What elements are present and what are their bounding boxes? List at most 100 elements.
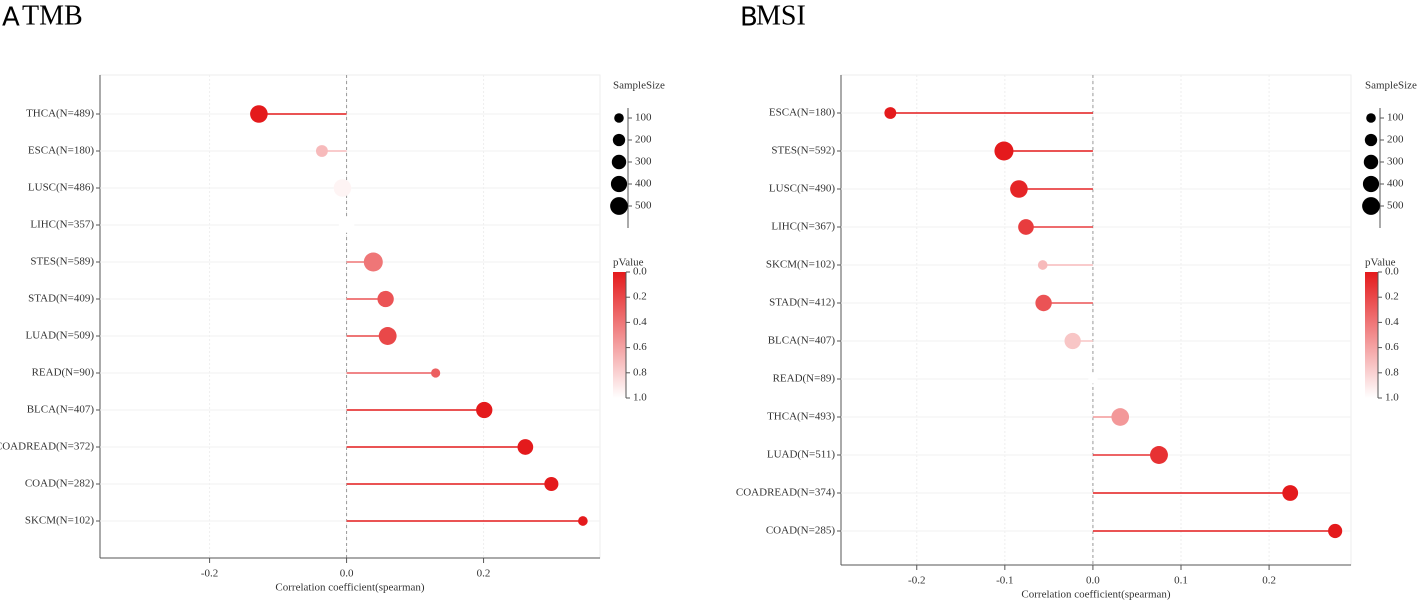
size-legend-dot	[614, 113, 624, 123]
size-legend-dot	[1363, 154, 1379, 170]
color-legend-label: 0.6	[1385, 341, 1399, 353]
color-legend-title: pValue	[1365, 257, 1396, 269]
lollipop-dot	[994, 141, 1014, 161]
color-legend-label: 0.2	[633, 291, 647, 303]
color-legend-label: 0.0	[633, 266, 647, 278]
y-tick-label: LUSC(N=486)	[28, 182, 94, 194]
color-legend-label: 1.0	[633, 392, 647, 404]
y-tick-label: LUAD(N=511)	[767, 449, 835, 461]
size-legend-label: 500	[1387, 200, 1404, 212]
size-legend-label: 500	[635, 200, 652, 212]
lollipop-dot	[363, 252, 383, 272]
lollipop-dot	[377, 290, 394, 308]
y-tick-label: STAD(N=409)	[28, 293, 94, 305]
x-tick-label: -0.2	[201, 568, 218, 580]
lollipop-dot	[544, 476, 559, 492]
panel-letter: B	[740, 3, 758, 33]
lollipop-dot	[884, 107, 897, 119]
y-tick-label: STES(N=589)	[30, 256, 94, 268]
y-tick-label: STAD(N=412)	[769, 297, 835, 309]
y-tick-label: BLCA(N=407)	[27, 404, 95, 416]
size-legend-label: 400	[635, 178, 652, 190]
size-legend-dot	[611, 154, 627, 170]
color-legend-label: 0.2	[1385, 291, 1399, 303]
panel-letter: A	[2, 3, 20, 33]
y-tick-label: ESCA(N=180)	[28, 145, 94, 157]
color-legend-label: 0.0	[1385, 266, 1399, 278]
lollipop-dot	[378, 327, 397, 345]
color-legend-label: 0.6	[633, 341, 647, 353]
y-tick-label: BLCA(N=407)	[768, 335, 836, 347]
lollipop-dot	[476, 401, 493, 419]
lollipop-dot	[1010, 180, 1028, 198]
lollipop-dot	[430, 368, 441, 378]
lollipop-dot	[517, 439, 534, 455]
size-legend-label: 100	[635, 112, 652, 124]
color-legend-label: 1.0	[1385, 392, 1399, 404]
y-tick-label: STES(N=592)	[771, 145, 835, 157]
lollipop-dot	[1037, 260, 1048, 270]
lollipop-dot	[1064, 332, 1081, 350]
x-tick-label: -0.2	[908, 575, 925, 587]
chart-title: MSI	[756, 0, 806, 31]
x-axis-label: Correlation coefficient(spearman)	[275, 582, 424, 594]
size-legend-dot	[610, 175, 628, 193]
chart-title: TMB	[22, 0, 83, 31]
y-tick-label: COADREAD(N=374)	[736, 487, 835, 499]
color-legend-label: 0.8	[1385, 366, 1399, 378]
y-tick-label: COADREAD(N=372)	[0, 441, 94, 453]
lollipop-dot	[250, 105, 268, 123]
x-tick-label: 0.1	[1174, 575, 1188, 587]
size-legend-label: 200	[1387, 134, 1404, 146]
x-tick-label: -0.1	[996, 575, 1013, 587]
lollipop-dot	[338, 217, 355, 233]
lollipop-dot	[578, 516, 588, 526]
y-tick-label: COAD(N=285)	[766, 525, 835, 537]
y-tick-label: COAD(N=282)	[25, 478, 94, 490]
x-tick-label: 0.2	[477, 568, 491, 580]
size-legend-title: SampleSize	[1365, 80, 1417, 92]
size-legend-label: 400	[1387, 178, 1404, 190]
x-axis-label: Correlation coefficient(spearman)	[1021, 589, 1170, 601]
lollipop-dot	[315, 145, 328, 157]
color-bar	[1365, 272, 1378, 398]
size-legend-label: 200	[635, 134, 652, 146]
color-legend-title: pValue	[613, 257, 644, 269]
lollipop-dot	[333, 179, 352, 197]
x-tick-label: 0.2	[1262, 575, 1276, 587]
size-legend-title: SampleSize	[613, 80, 665, 92]
size-legend-label: 300	[635, 156, 652, 168]
size-legend-label: 300	[1387, 156, 1404, 168]
lollipop-dot	[1088, 374, 1098, 384]
color-legend-label: 0.4	[633, 316, 647, 328]
y-tick-label: READ(N=89)	[773, 373, 836, 385]
size-legend-dot	[1362, 175, 1380, 193]
size-legend-dot	[612, 133, 626, 147]
y-tick-label: LIHC(N=357)	[30, 219, 94, 231]
y-tick-label: ESCA(N=180)	[769, 107, 835, 119]
y-tick-label: LUSC(N=490)	[769, 183, 835, 195]
size-legend-label: 100	[1387, 112, 1404, 124]
plot-frame	[840, 74, 1352, 566]
y-tick-label: SKCM(N=102)	[766, 259, 835, 271]
y-tick-label: READ(N=90)	[32, 367, 95, 379]
y-tick-label: SKCM(N=102)	[25, 515, 94, 527]
y-tick-label: LIHC(N=367)	[771, 221, 835, 233]
plot-frame	[99, 74, 601, 559]
lollipop-dot	[1035, 294, 1052, 312]
y-tick-label: THCA(N=489)	[26, 108, 94, 120]
x-tick-label: 0.0	[1086, 575, 1100, 587]
lollipop-dot	[1018, 219, 1034, 235]
lollipop-dot	[1282, 485, 1299, 501]
lollipop-dot	[1111, 408, 1130, 426]
lollipop-dot	[1150, 446, 1168, 464]
size-legend-dot	[1366, 113, 1376, 123]
size-legend-dot	[610, 197, 628, 215]
color-legend-label: 0.4	[1385, 316, 1399, 328]
size-legend-dot	[1362, 197, 1380, 215]
color-bar	[613, 272, 626, 398]
lollipop-dot	[1328, 523, 1343, 539]
x-tick-label: 0.0	[340, 568, 354, 580]
y-tick-label: LUAD(N=509)	[25, 330, 94, 342]
